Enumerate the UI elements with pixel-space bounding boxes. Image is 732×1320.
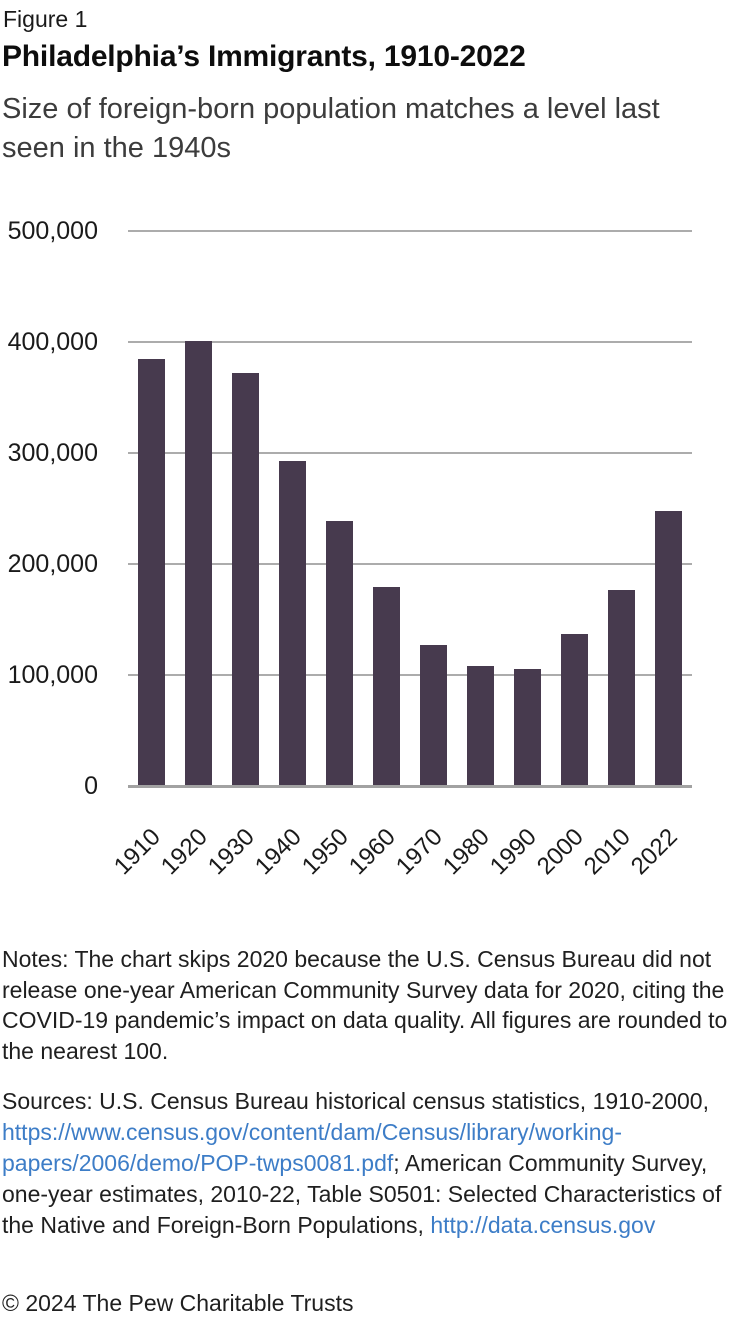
bar-1960: [373, 587, 400, 786]
x-tick-label-text: 1970: [391, 823, 448, 881]
bar-1920: [185, 341, 212, 786]
bar-1940: [279, 460, 306, 786]
bar-2000: [561, 633, 588, 786]
source-link[interactable]: https://www.census.gov/content/dam/Censu…: [2, 1119, 622, 1176]
figure-label: Figure 1: [3, 6, 88, 32]
gridline: [128, 563, 692, 565]
x-axis-line: [128, 785, 692, 788]
x-tick-label-text: 1980: [438, 823, 495, 881]
x-tick-label-text: 1910: [109, 823, 166, 881]
bar-1970: [420, 645, 447, 786]
gridline: [128, 674, 692, 676]
sources-text-segment: ; American Community Survey, one-year es…: [2, 1150, 722, 1238]
copyright-text: © 2024 The Pew Charitable Trusts: [2, 1290, 354, 1316]
x-tick-label-text: 1960: [344, 823, 401, 881]
gridline: [128, 452, 692, 454]
bar-1990: [514, 669, 541, 786]
bar-1910: [138, 358, 165, 786]
y-tick-label: 300,000: [7, 439, 98, 467]
bar-1950: [326, 520, 353, 786]
bar-1930: [232, 373, 259, 786]
x-tick-label-text: 1990: [485, 823, 542, 881]
x-tick-label-text: 2000: [532, 823, 589, 881]
x-tick-label-text: 1920: [156, 823, 213, 881]
notes-text: Notes: The chart skips 2020 because the …: [2, 946, 728, 1064]
bar-2010: [608, 589, 635, 786]
x-tick-label-text: 1940: [250, 823, 307, 881]
x-tick-label-text: 2022: [626, 823, 683, 881]
chart-subtitle: Size of foreign-born population matches …: [2, 93, 660, 164]
sources-text-segment: Sources: U.S. Census Bureau historical c…: [2, 1088, 709, 1114]
x-tick-label-text: 1930: [203, 823, 260, 881]
sources-text: Sources: U.S. Census Bureau historical c…: [2, 1086, 728, 1241]
gridline: [128, 230, 692, 232]
chart-title: Philadelphia’s Immigrants, 1910-2022: [2, 40, 526, 73]
x-tick-label-text: 1950: [297, 823, 354, 881]
gridline: [128, 341, 692, 343]
bar-1980: [467, 666, 494, 786]
bar-chart: 0 100,000 200,000 300,000 400,000 500,000 1910…: [7, 217, 692, 881]
y-tick-label: 0: [84, 772, 98, 800]
bar-2022: [655, 510, 682, 786]
y-tick-label: 100,000: [7, 661, 98, 689]
y-tick-label: 500,000: [7, 217, 98, 245]
y-tick-label: 400,000: [7, 328, 98, 356]
y-tick-label: 200,000: [7, 550, 98, 578]
x-tick-label-text: 2010: [579, 823, 636, 881]
source-link[interactable]: http://data.census.gov: [430, 1212, 656, 1238]
